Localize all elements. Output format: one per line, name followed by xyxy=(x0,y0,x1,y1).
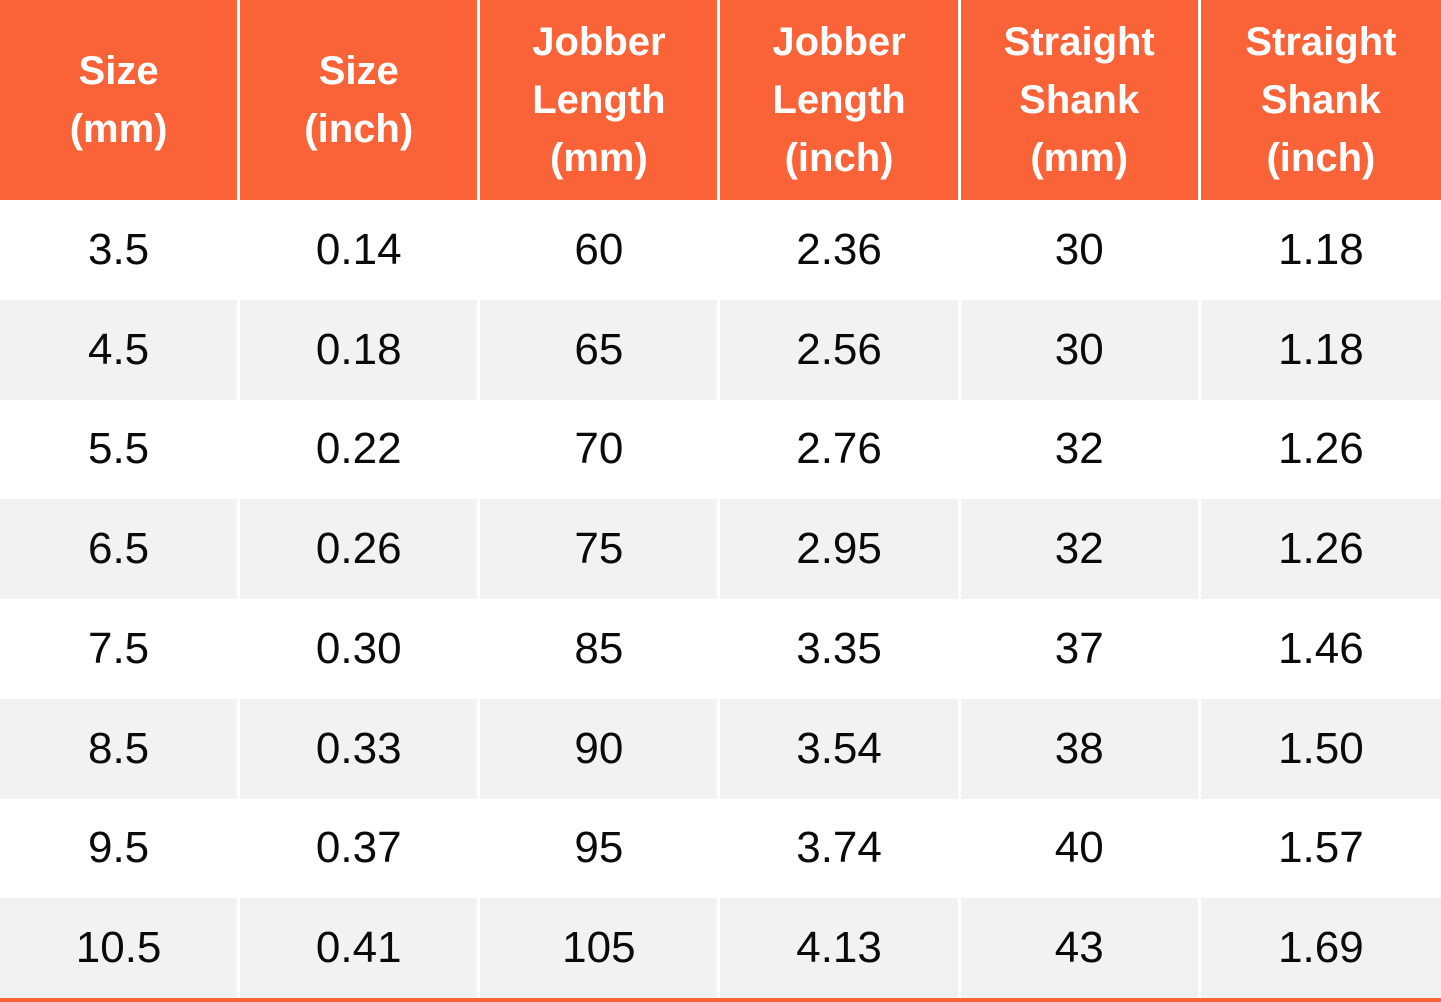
table-cell: 3.74 xyxy=(720,798,961,899)
table-cell: 0.14 xyxy=(240,200,481,300)
table-cell: 2.76 xyxy=(720,399,961,500)
table-cell: 1.69 xyxy=(1200,898,1441,998)
table-cell: 3.5 xyxy=(0,200,241,300)
table-cell: 3.35 xyxy=(720,599,961,699)
table-cell: 7.5 xyxy=(0,599,241,699)
table-cell: 65 xyxy=(480,299,721,400)
table-cell: 4.13 xyxy=(720,898,961,998)
column-header: Size (inch) xyxy=(240,0,481,200)
table-cell: 5.5 xyxy=(0,399,241,500)
table-cell: 1.46 xyxy=(1200,599,1441,699)
table-cell: 105 xyxy=(480,898,721,998)
column-header: Jobber Length (mm) xyxy=(480,0,721,200)
table-cell: 75 xyxy=(480,499,721,599)
table-cell: 4.5 xyxy=(0,299,241,400)
table-cell: 32 xyxy=(960,499,1201,599)
table-cell: 1.26 xyxy=(1200,499,1441,599)
table-cell: 70 xyxy=(480,399,721,500)
table-header: Size (mm) Size (inch) Jobber Length (mm) Jo… xyxy=(0,0,1441,200)
table-cell: 60 xyxy=(480,200,721,300)
table-row: 10.5 0.41 105 4.13 43 1.69 xyxy=(0,898,1441,998)
table-cell: 1.18 xyxy=(1200,299,1441,400)
table-cell: 30 xyxy=(960,299,1201,400)
table-cell: 3.54 xyxy=(720,698,961,799)
table-cell: 37 xyxy=(960,599,1201,699)
table-row: 9.5 0.37 95 3.74 40 1.57 xyxy=(0,798,1441,899)
table-cell: 38 xyxy=(960,698,1201,799)
table-cell: 0.30 xyxy=(240,599,481,699)
table-row: 6.5 0.26 75 2.95 32 1.26 xyxy=(0,499,1441,599)
table-cell: 1.18 xyxy=(1200,200,1441,300)
table-cell: 30 xyxy=(960,200,1201,300)
table-cell: 2.56 xyxy=(720,299,961,400)
column-header: Jobber Length (inch) xyxy=(720,0,961,200)
table-cell: 0.41 xyxy=(240,898,481,998)
table-cell: 6.5 xyxy=(0,499,241,599)
table-cell: 0.18 xyxy=(240,299,481,400)
table-cell: 2.36 xyxy=(720,200,961,300)
table-cell: 95 xyxy=(480,798,721,899)
column-header: Straight Shank (inch) xyxy=(1200,0,1441,200)
table-cell: 40 xyxy=(960,798,1201,899)
table-cell: 1.57 xyxy=(1200,798,1441,899)
table-cell: 2.95 xyxy=(720,499,961,599)
table-cell: 0.26 xyxy=(240,499,481,599)
table-row: 4.5 0.18 65 2.56 30 1.18 xyxy=(0,299,1441,400)
table-row: 7.5 0.30 85 3.35 37 1.46 xyxy=(0,599,1441,699)
table-cell: 9.5 xyxy=(0,798,241,899)
table-cell: 1.26 xyxy=(1200,399,1441,500)
table-cell: 85 xyxy=(480,599,721,699)
table-row: 5.5 0.22 70 2.76 32 1.26 xyxy=(0,399,1441,500)
table-row: 8.5 0.33 90 3.54 38 1.50 xyxy=(0,698,1441,799)
table-cell: 1.50 xyxy=(1200,698,1441,799)
column-header: Straight Shank (mm) xyxy=(960,0,1201,200)
table-cell: 32 xyxy=(960,399,1201,500)
table-cell: 0.22 xyxy=(240,399,481,500)
table-row: 3.5 0.14 60 2.36 30 1.18 xyxy=(0,200,1441,300)
table-cell: 10.5 xyxy=(0,898,241,998)
table-body: 3.5 0.14 60 2.36 30 1.18 4.5 0.18 65 2.56 30 1.18 5.… xyxy=(0,200,1441,998)
table-cell: 8.5 xyxy=(0,698,241,799)
table-cell: 0.33 xyxy=(240,698,481,799)
table-cell: 0.37 xyxy=(240,798,481,899)
column-header: Size (mm) xyxy=(0,0,241,200)
table-cell: 43 xyxy=(960,898,1201,998)
header-row: Size (mm) Size (inch) Jobber Length (mm) Jo… xyxy=(0,0,1441,200)
table-cell: 90 xyxy=(480,698,721,799)
